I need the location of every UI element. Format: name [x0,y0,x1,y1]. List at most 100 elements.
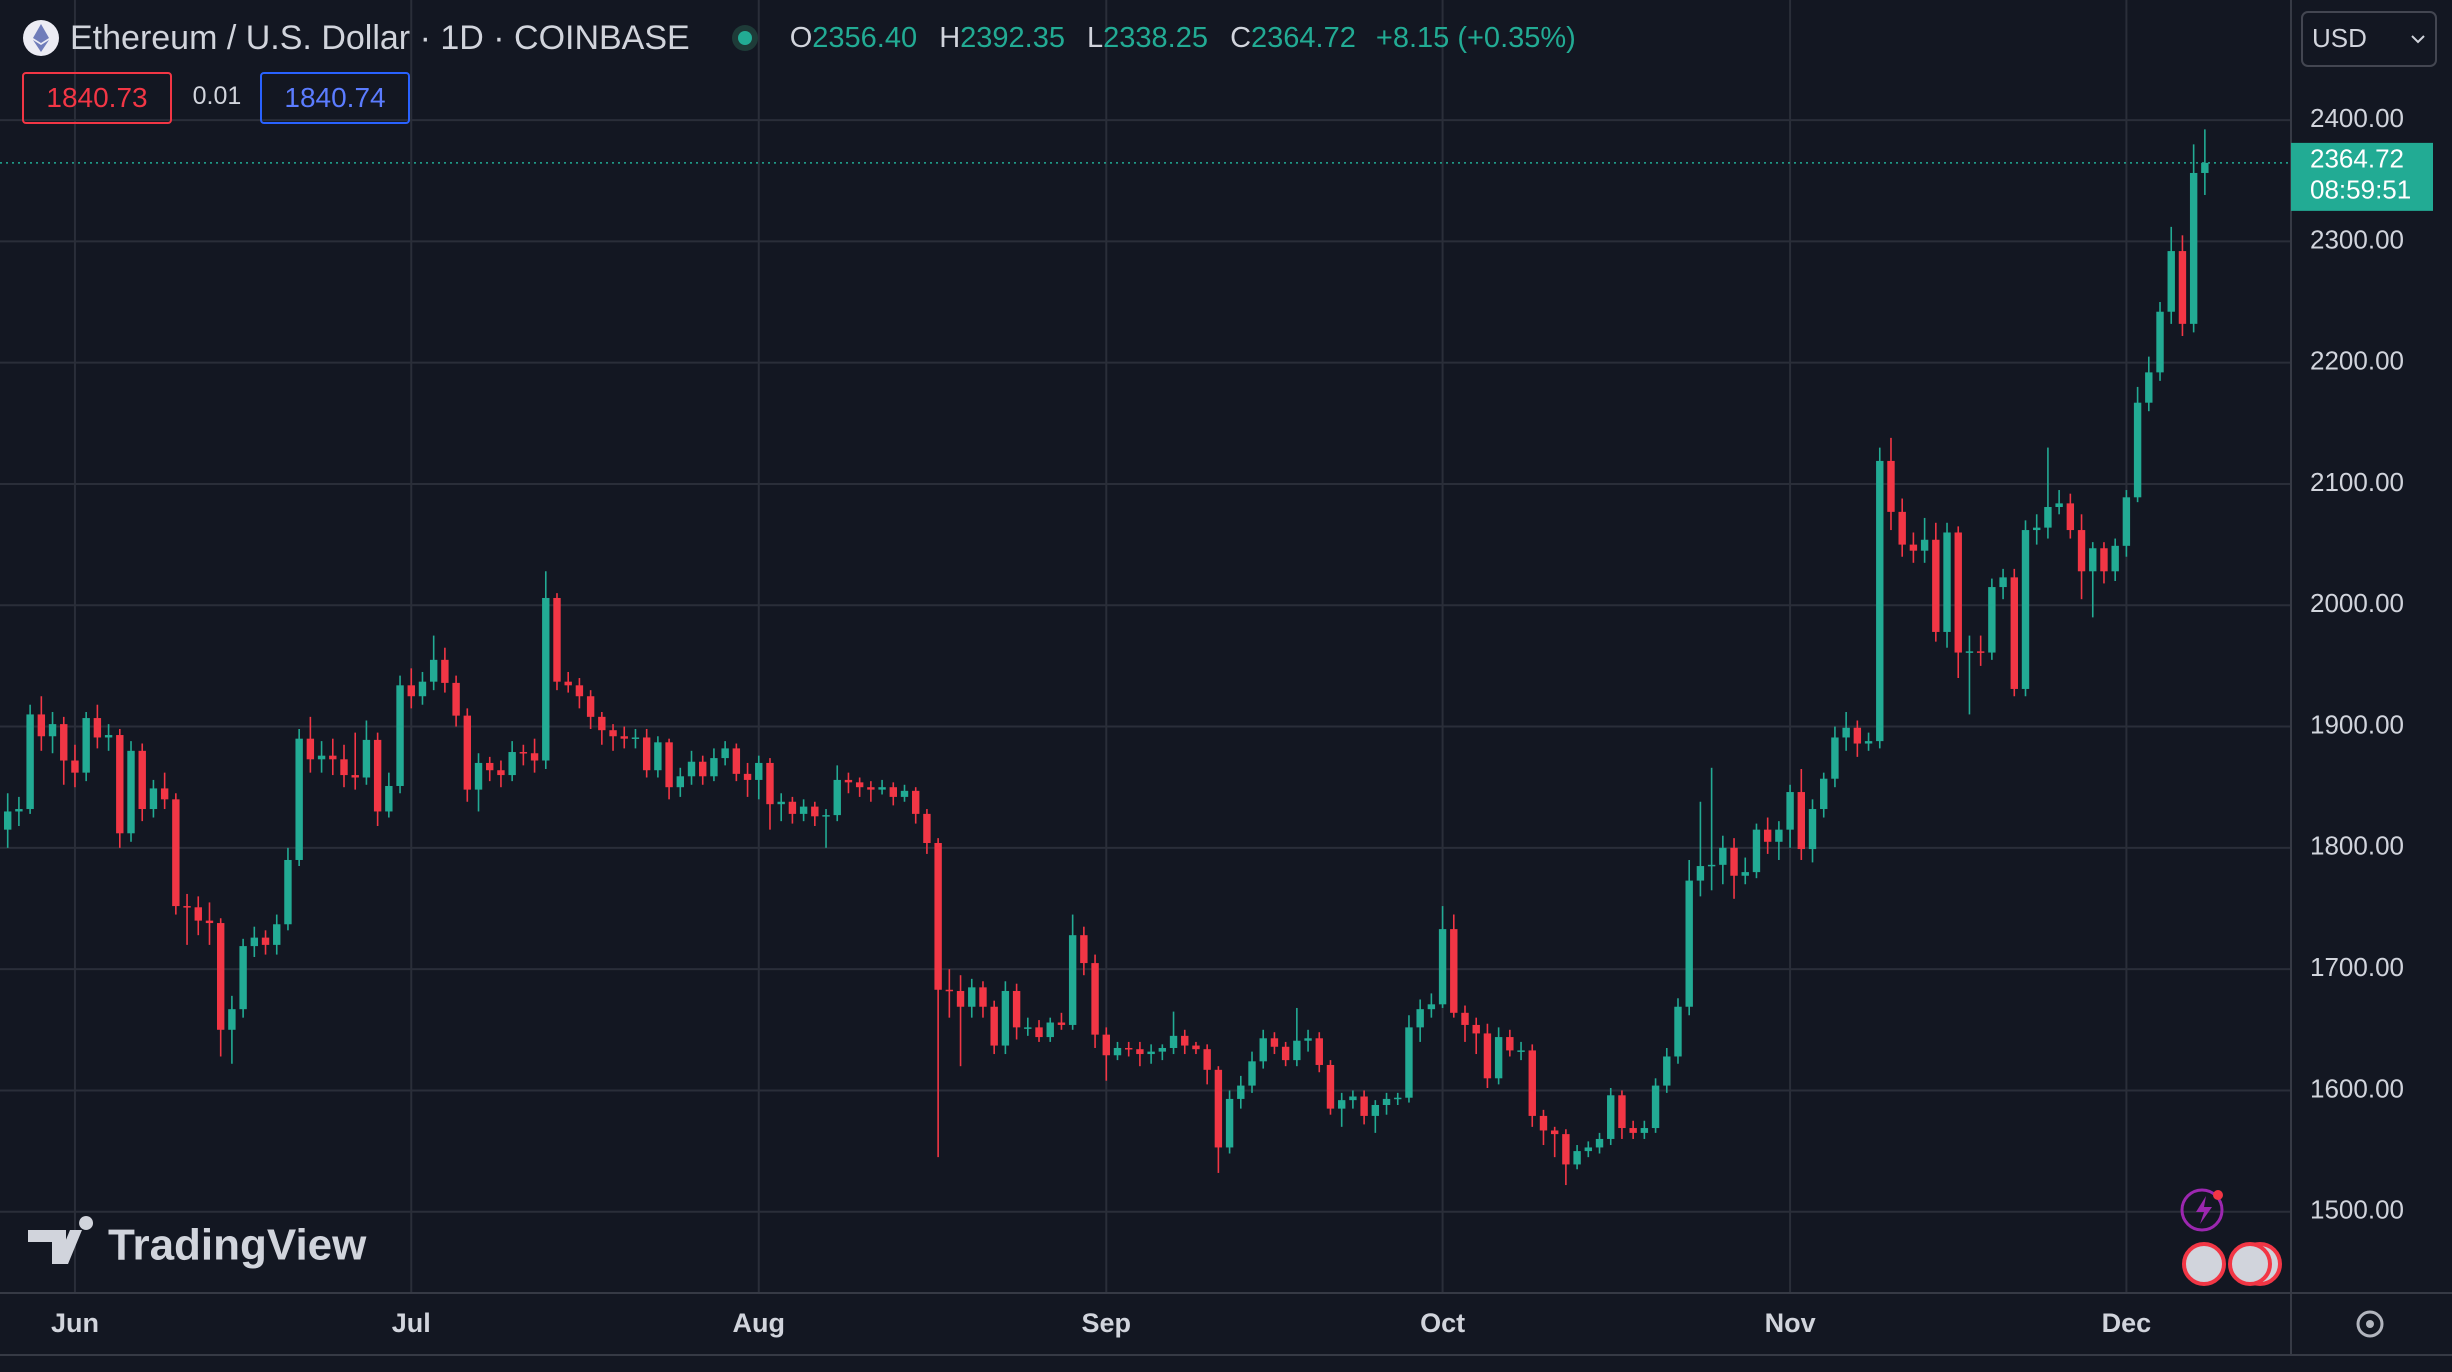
symbol: Ethereum / U.S. Dollar · 1D · COINBASE [70,18,690,57]
candle-body [1864,741,1873,744]
candle-body [1876,460,1884,742]
x-tick-label: Oct [1420,1308,1465,1338]
candle-body [1808,809,1817,850]
candle-body [1382,1098,1391,1105]
candle-body [1416,1009,1424,1028]
candle-body [1337,1100,1346,1109]
settings-icon[interactable] [2356,1310,2384,1338]
candle-body [1965,651,1974,653]
candle-body [923,813,931,843]
candle-body [1707,864,1716,867]
candle-body [1607,1095,1615,1139]
candle-body [127,750,135,834]
candle-body [429,659,438,682]
candle-body [968,987,976,1007]
candle-body [340,759,348,776]
ask-button[interactable]: 1840.74 [260,72,410,124]
candle-body [755,762,763,780]
candle-body [261,937,270,945]
candle-body [37,714,46,737]
candle-body [553,597,561,682]
candle-body [2021,530,2030,689]
candle-body [1640,1128,1649,1133]
candle-body [1797,792,1805,850]
candle-body [710,758,718,777]
candle-body [93,718,102,738]
y-tick-label: 1900.00 [2310,709,2404,739]
candle-body [586,696,595,717]
candle-body [362,739,371,778]
candle-body [1181,1035,1189,1046]
y-tick-label: 2000.00 [2310,588,2404,618]
candle-body [1674,1006,1682,1057]
candle-body [1663,1056,1671,1086]
candle-body [1730,847,1738,876]
candle-body [2189,172,2198,324]
candle-body [4,811,12,830]
candle-body [542,597,550,761]
logo-icon [28,1216,94,1264]
candle-body [1932,539,1940,632]
status-dot [731,25,758,51]
currency-select[interactable]: USD [2301,11,2437,67]
candle-body [699,761,707,777]
candle-body [284,859,292,925]
candle-body [620,736,628,739]
candle-body [2100,548,2108,572]
icon-eth [33,24,49,52]
event-flag[interactable] [2182,1242,2226,1286]
l-key: L [1087,21,1104,54]
eth-icon [23,20,59,56]
candle-body [172,799,180,907]
candle-body [2077,530,2086,572]
settings-gear[interactable] [2356,1310,2384,1338]
countdown-label: 08:59:51 [2310,175,2411,205]
event-flag[interactable] [2228,1242,2272,1286]
logo-text: TradingView [108,1221,367,1270]
candle-body [295,738,303,860]
candle-body [1898,511,1906,545]
candle-body [508,752,516,776]
candle-body [396,685,404,786]
candle-body [1450,929,1458,1013]
event-icons [2180,1188,2282,1286]
bid-button[interactable]: 1840.73 [22,72,172,124]
candle-body [1237,1085,1245,1099]
candle-body [575,685,584,697]
candle-body [373,739,382,812]
candle-body [1259,1038,1267,1062]
candle-body [564,681,572,686]
candle-body [1091,963,1099,1035]
candle-body [1472,1024,1480,1034]
o-val: 2356.40 [812,21,918,54]
candle-body [1562,1134,1570,1165]
candle-body [609,730,617,737]
currency-label: USD [2312,23,2367,53]
candle-body [1427,1004,1436,1010]
candle-body [1046,1022,1054,1038]
candle-body [183,906,191,908]
h-val: 2392.35 [960,21,1065,54]
candle-body [351,775,359,778]
candle-body [654,742,662,771]
candle-body [788,801,797,814]
alert-icon[interactable] [2180,1188,2224,1232]
candle-body [1349,1096,1357,1101]
candle-body [463,715,472,790]
candle-body [149,788,158,810]
candle-body [1326,1064,1335,1109]
candle-body [306,738,315,760]
candle-body [2111,545,2119,572]
candle-body [15,809,23,812]
candle-body [1539,1115,1548,1131]
candle-body [979,987,987,1007]
candle-body [1629,1128,1637,1133]
candle-body [519,752,528,754]
candle-body [2010,577,2018,689]
currency-button[interactable] [2301,11,2437,67]
x-tick-label: Jun [51,1308,99,1338]
candle-body [194,907,202,921]
candle-body [1775,829,1783,842]
